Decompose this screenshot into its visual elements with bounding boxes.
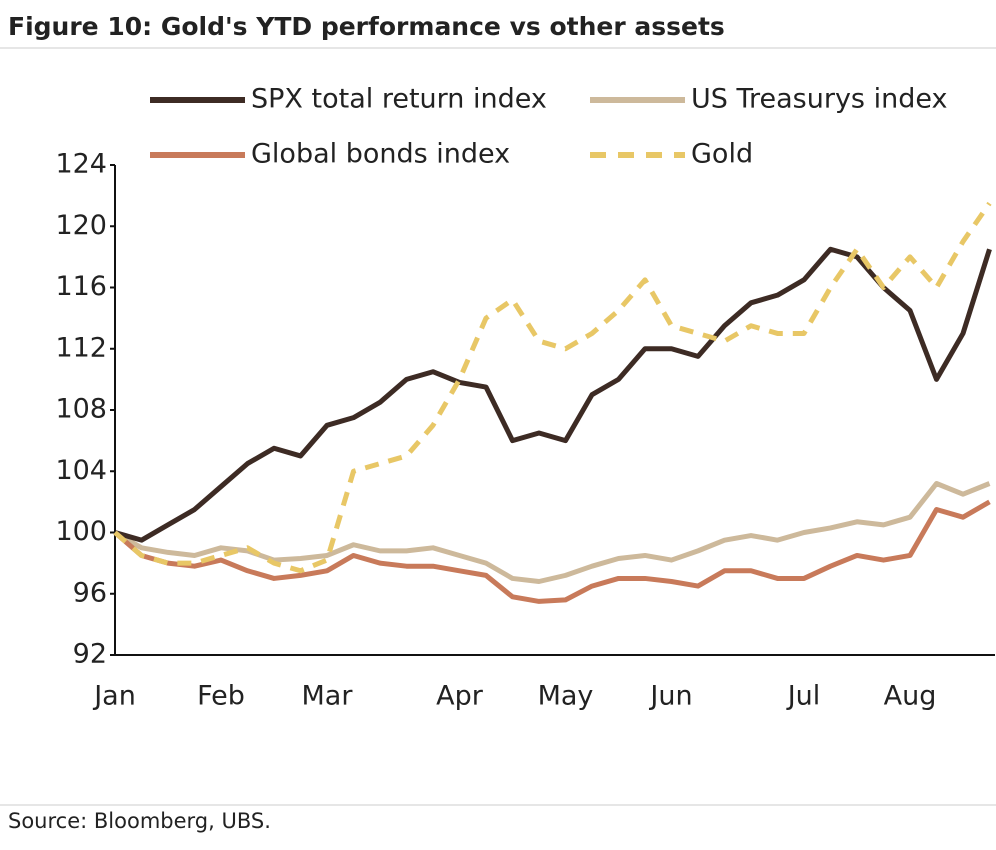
x-tick-label: Aug — [884, 681, 937, 712]
legend-label: Global bonds index — [251, 139, 510, 170]
chart-title: Figure 10: Gold's YTD performance vs oth… — [8, 12, 725, 41]
y-tick-label: 124 — [55, 149, 107, 180]
y-tick-label: 112 — [55, 332, 107, 363]
y-tick-label: 104 — [55, 455, 107, 486]
legend-label: US Treasurys index — [691, 84, 947, 115]
y-tick-label: 96 — [73, 577, 107, 608]
x-tick-label: Feb — [197, 681, 245, 712]
x-tick-label: May — [538, 681, 594, 712]
y-tick-label: 120 — [55, 210, 107, 241]
y-tick-label: 108 — [55, 394, 107, 425]
source: Source: Bloomberg, UBS. — [8, 809, 271, 833]
x-tick-label: Apr — [436, 681, 484, 712]
y-tick-label: 92 — [73, 639, 107, 670]
x-tick-label: Jul — [786, 681, 821, 712]
y-tick-label: 116 — [55, 271, 107, 302]
y-tick-label: 100 — [55, 516, 107, 547]
x-tick-label: Jun — [648, 681, 692, 712]
x-tick-label: Jan — [92, 681, 136, 712]
x-tick-label: Mar — [302, 681, 354, 712]
series-line — [113, 481, 991, 584]
series-line — [114, 246, 992, 543]
series-line — [113, 499, 991, 604]
legend-label: Gold — [691, 139, 753, 170]
legend-label: SPX total return index — [251, 84, 547, 115]
series-line — [113, 201, 992, 574]
